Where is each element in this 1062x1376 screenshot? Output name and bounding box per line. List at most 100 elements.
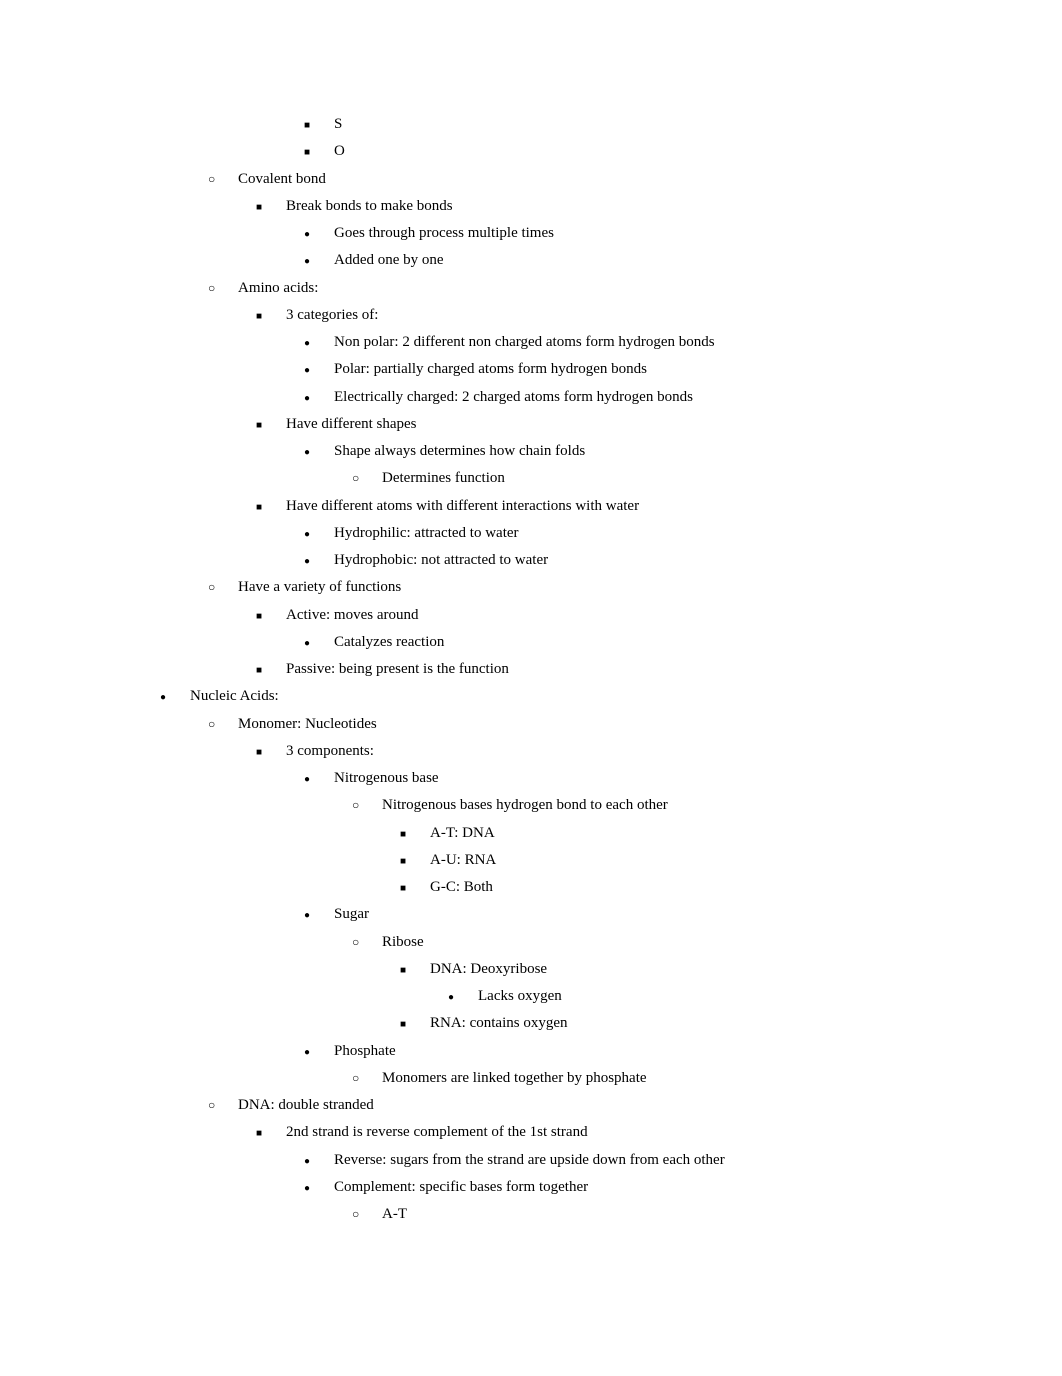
list-item-text: Have different atoms with different inte…	[286, 495, 1002, 518]
list-item-text: Polar: partially charged atoms form hydr…	[334, 358, 1002, 381]
bullet-marker: ○	[352, 1205, 382, 1224]
bullet-marker: ■	[400, 827, 430, 843]
list-item: ●Nitrogenous base	[112, 767, 1002, 790]
list-item: ●Lacks oxygen	[112, 985, 1002, 1008]
bullet-marker: ●	[304, 336, 334, 352]
list-item: ●Polar: partially charged atoms form hyd…	[112, 358, 1002, 381]
list-item: ■3 categories of:	[112, 304, 1002, 327]
bullet-marker: ■	[256, 745, 286, 761]
bullet-marker: ■	[256, 663, 286, 679]
list-item: ○Amino acids:	[112, 277, 1002, 300]
bullet-marker: ■	[256, 500, 286, 516]
list-item: ●Sugar	[112, 903, 1002, 926]
list-item: ○Covalent bond	[112, 168, 1002, 191]
bullet-marker: ●	[304, 363, 334, 379]
bullet-marker: ●	[304, 227, 334, 243]
bullet-marker: ■	[304, 145, 334, 161]
list-item-text: Shape always determines how chain folds	[334, 440, 1002, 463]
bullet-marker: ●	[304, 1045, 334, 1061]
list-item: ●Hydrophobic: not attracted to water	[112, 549, 1002, 572]
bullet-marker: ○	[208, 1096, 238, 1115]
bullet-marker: ■	[400, 854, 430, 870]
list-item-text: Active: moves around	[286, 604, 1002, 627]
list-item-text: Nitrogenous bases hydrogen bond to each …	[382, 794, 1002, 817]
list-item: ■3 components:	[112, 740, 1002, 763]
list-item: ■G-C: Both	[112, 876, 1002, 899]
list-item-text: A-U: RNA	[430, 849, 1002, 872]
list-item: ●Shape always determines how chain folds	[112, 440, 1002, 463]
list-item: ●Electrically charged: 2 charged atoms f…	[112, 386, 1002, 409]
list-item-text: Monomers are linked together by phosphat…	[382, 1067, 1002, 1090]
list-item: ■A-U: RNA	[112, 849, 1002, 872]
list-item-text: 2nd strand is reverse complement of the …	[286, 1121, 1002, 1144]
bullet-marker: ●	[304, 772, 334, 788]
bullet-marker: ●	[304, 908, 334, 924]
list-item: ○Monomer: Nucleotides	[112, 713, 1002, 736]
list-item: ●Non polar: 2 different non charged atom…	[112, 331, 1002, 354]
list-item-text: Reverse: sugars from the strand are upsi…	[334, 1149, 1002, 1172]
list-item: ●Added one by one	[112, 249, 1002, 272]
list-item: ●Complement: specific bases form togethe…	[112, 1176, 1002, 1199]
list-item-text: G-C: Both	[430, 876, 1002, 899]
list-item-text: S	[334, 113, 1002, 136]
list-item: ○Monomers are linked together by phospha…	[112, 1067, 1002, 1090]
list-item-text: Hydrophobic: not attracted to water	[334, 549, 1002, 572]
list-item-text: Amino acids:	[238, 277, 1002, 300]
list-item-text: A-T	[382, 1203, 1002, 1226]
list-item-text: Determines function	[382, 467, 1002, 490]
list-item: ●Nucleic Acids:	[112, 685, 1002, 708]
bullet-marker: ■	[400, 963, 430, 979]
list-item: ■S	[112, 113, 1002, 136]
list-item: ○Ribose	[112, 931, 1002, 954]
list-item-text: Lacks oxygen	[478, 985, 1002, 1008]
list-item: ●Reverse: sugars from the strand are ups…	[112, 1149, 1002, 1172]
list-item-text: Passive: being present is the function	[286, 658, 1002, 681]
list-item: ■Active: moves around	[112, 604, 1002, 627]
list-item-text: Nucleic Acids:	[190, 685, 1002, 708]
list-item-text: DNA: Deoxyribose	[430, 958, 1002, 981]
list-item-text: Sugar	[334, 903, 1002, 926]
list-item-text: Have a variety of functions	[238, 576, 1002, 599]
list-item-text: 3 categories of:	[286, 304, 1002, 327]
bullet-marker: ●	[304, 254, 334, 270]
bullet-marker: ■	[256, 609, 286, 625]
list-item-text: Break bonds to make bonds	[286, 195, 1002, 218]
bullet-marker: ○	[352, 933, 382, 952]
list-item-text: RNA: contains oxygen	[430, 1012, 1002, 1035]
bullet-marker: ■	[400, 1017, 430, 1033]
list-item: ■Have different shapes	[112, 413, 1002, 436]
list-item-text: A-T: DNA	[430, 822, 1002, 845]
bullet-marker: ○	[352, 469, 382, 488]
list-item-text: Non polar: 2 different non charged atoms…	[334, 331, 1002, 354]
bullet-marker: ●	[304, 391, 334, 407]
list-item-text: Goes through process multiple times	[334, 222, 1002, 245]
list-item: ■RNA: contains oxygen	[112, 1012, 1002, 1035]
list-item-text: Complement: specific bases form together	[334, 1176, 1002, 1199]
bullet-marker: ■	[304, 118, 334, 134]
list-item-text: 3 components:	[286, 740, 1002, 763]
bullet-marker: ■	[256, 200, 286, 216]
bullet-marker: ○	[208, 578, 238, 597]
list-item: ■2nd strand is reverse complement of the…	[112, 1121, 1002, 1144]
bullet-marker: ●	[304, 1154, 334, 1170]
list-item: ●Catalyzes reaction	[112, 631, 1002, 654]
bullet-marker: ●	[448, 990, 478, 1006]
list-item-text: Ribose	[382, 931, 1002, 954]
list-item-text: Have different shapes	[286, 413, 1002, 436]
bullet-marker: ○	[208, 170, 238, 189]
list-item: ●Goes through process multiple times	[112, 222, 1002, 245]
list-item-text: Monomer: Nucleotides	[238, 713, 1002, 736]
bullet-marker: ●	[304, 1181, 334, 1197]
list-item: ■O	[112, 140, 1002, 163]
list-item-text: Phosphate	[334, 1040, 1002, 1063]
list-item: ○Nitrogenous bases hydrogen bond to each…	[112, 794, 1002, 817]
list-item: ○A-T	[112, 1203, 1002, 1226]
bullet-marker: ■	[400, 881, 430, 897]
list-item: ●Phosphate	[112, 1040, 1002, 1063]
list-item-text: Hydrophilic: attracted to water	[334, 522, 1002, 545]
bullet-marker: ○	[208, 279, 238, 298]
list-item-text: DNA: double stranded	[238, 1094, 1002, 1117]
list-item: ○DNA: double stranded	[112, 1094, 1002, 1117]
bullet-marker: ○	[208, 715, 238, 734]
bullet-marker: ■	[256, 309, 286, 325]
